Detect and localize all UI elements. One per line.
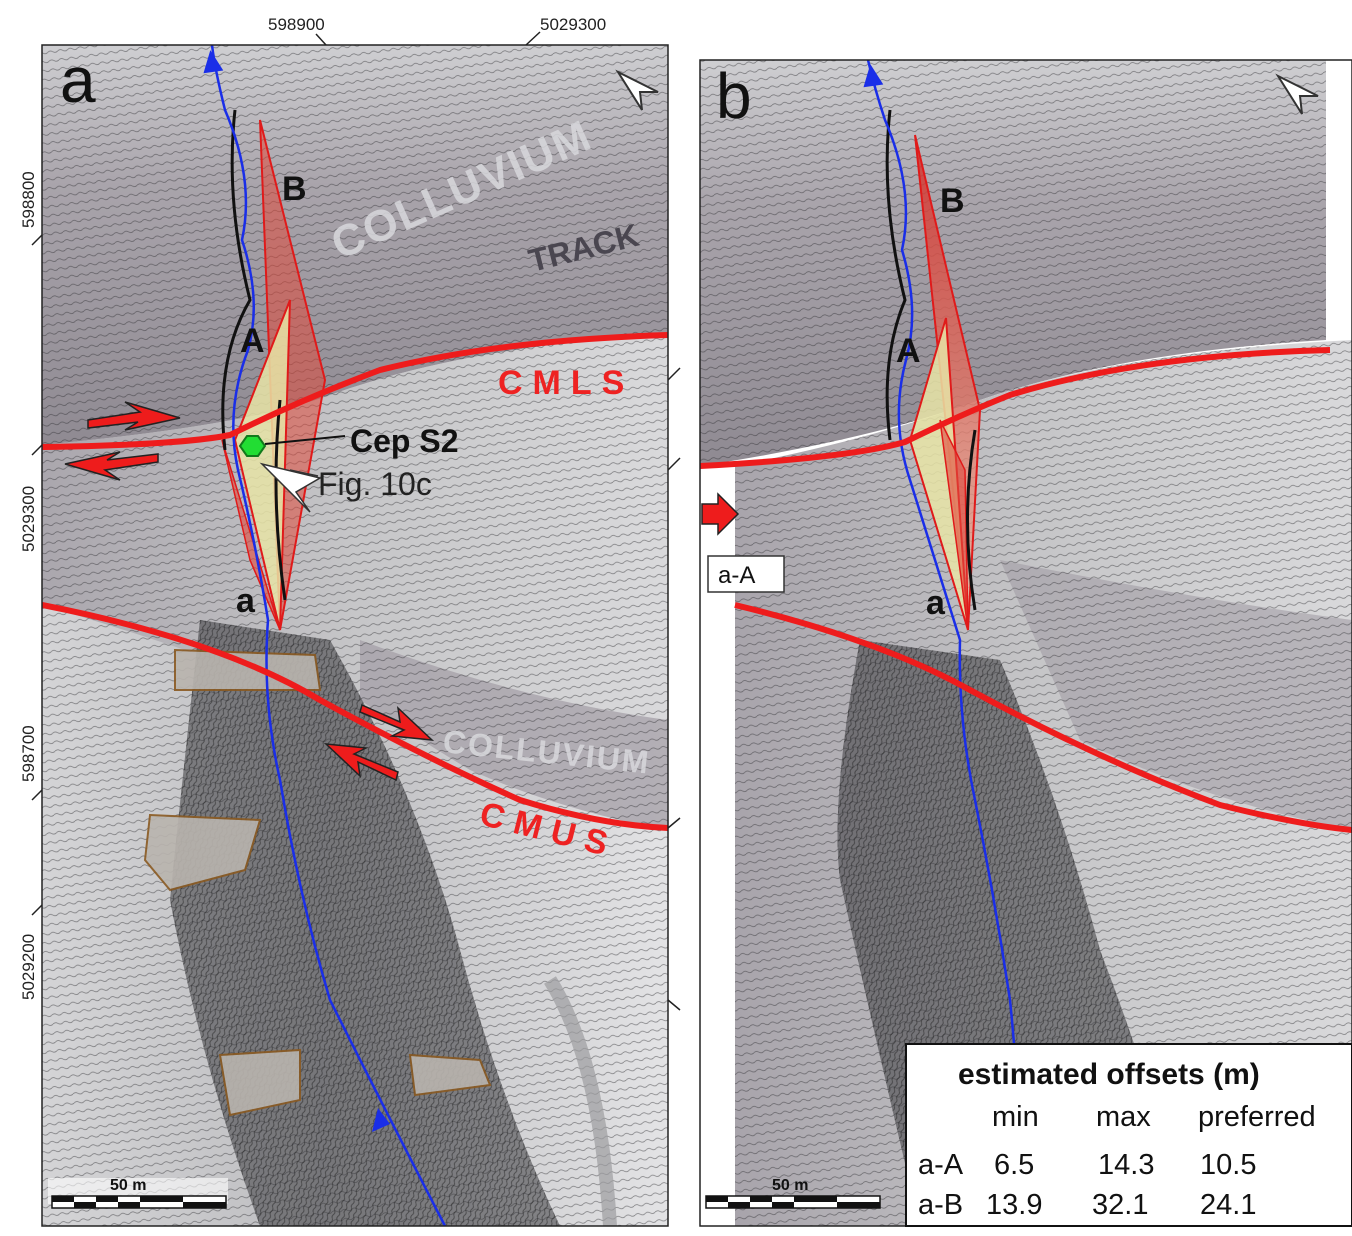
row-min: 6.5 xyxy=(994,1149,1034,1181)
shear-arrows-cmus xyxy=(323,703,435,782)
panel-b-letter: b xyxy=(716,60,752,132)
scale-label-a: 50 m xyxy=(110,1177,146,1194)
point-a-label-b: a xyxy=(926,584,946,622)
channel-bank xyxy=(274,399,287,601)
fault-cmus xyxy=(42,602,668,831)
profile-label-box xyxy=(707,555,785,593)
row-name: a-B xyxy=(918,1189,963,1221)
coord-left-3: 598700 xyxy=(19,725,38,782)
profile-label: a-A xyxy=(718,562,755,589)
offset-table-box xyxy=(905,1043,1352,1227)
flow-arrow-b xyxy=(863,64,884,88)
coord-top-northing: 5029300 xyxy=(540,15,606,34)
header-preferred: preferred xyxy=(1198,1101,1316,1133)
offset-table: estimated offsets (m) min max preferred … xyxy=(905,1043,1352,1227)
channel-bank xyxy=(221,109,252,451)
point-B-label-b: B xyxy=(940,182,965,220)
track-path xyxy=(544,976,617,1226)
point-a-label: a xyxy=(236,582,256,620)
fault-cmus-b xyxy=(734,602,1352,833)
shear-arrows-cmls xyxy=(64,401,181,481)
row-name: a-A xyxy=(918,1149,964,1181)
fault-cmls-b xyxy=(700,347,1331,469)
panel-a-frame xyxy=(41,44,669,1227)
coord-left-2: 5029300 xyxy=(19,486,38,552)
debris-lobe xyxy=(218,1048,301,1117)
site-leader-line xyxy=(264,435,346,445)
site-label: Cep S2 xyxy=(350,423,458,459)
scale-label-b: 50 m xyxy=(772,1177,808,1194)
panel-a-letter: a xyxy=(60,44,96,116)
site-marker-cep-s2 xyxy=(238,435,267,457)
debris-lobe xyxy=(408,1053,492,1097)
scale-bar-b xyxy=(705,1195,881,1209)
point-B-label: B xyxy=(282,170,307,208)
coordinate-ticks xyxy=(31,31,681,1011)
panel-a xyxy=(42,45,668,1226)
coord-left-4: 5029200 xyxy=(19,934,38,1000)
coord-left-1: 598800 xyxy=(19,171,38,228)
point-A-label: A xyxy=(240,322,265,360)
debris-lobe xyxy=(143,813,262,892)
cmls-label: CMLS xyxy=(498,364,634,402)
header-min: min xyxy=(992,1101,1039,1133)
row-min: 13.9 xyxy=(986,1189,1042,1221)
north-arrow-icon xyxy=(615,69,659,111)
north-arrow-icon-b xyxy=(1275,73,1319,115)
stream-line-b xyxy=(866,60,1027,1226)
scale-bar-a xyxy=(48,1178,228,1209)
fault-cmls xyxy=(42,332,668,450)
flow-arrow xyxy=(203,50,224,74)
coord-top-easting: 598900 xyxy=(268,15,325,34)
figure-reference: Fig. 10c xyxy=(318,466,432,502)
row-preferred: 24.1 xyxy=(1200,1189,1256,1221)
point-A-label-b: A xyxy=(896,332,921,370)
profile-arrow-icon xyxy=(701,492,740,536)
row-preferred: 10.5 xyxy=(1200,1149,1256,1181)
header-max: max xyxy=(1096,1101,1151,1133)
stream-line xyxy=(210,45,447,1226)
offset-table-title: estimated offsets (m) xyxy=(958,1058,1260,1091)
viewpoint-icon xyxy=(259,462,322,513)
debris-lobe xyxy=(174,648,322,691)
row-max: 32.1 xyxy=(1092,1189,1148,1221)
flow-arrow xyxy=(372,1108,390,1132)
row-max: 14.3 xyxy=(1098,1149,1154,1181)
